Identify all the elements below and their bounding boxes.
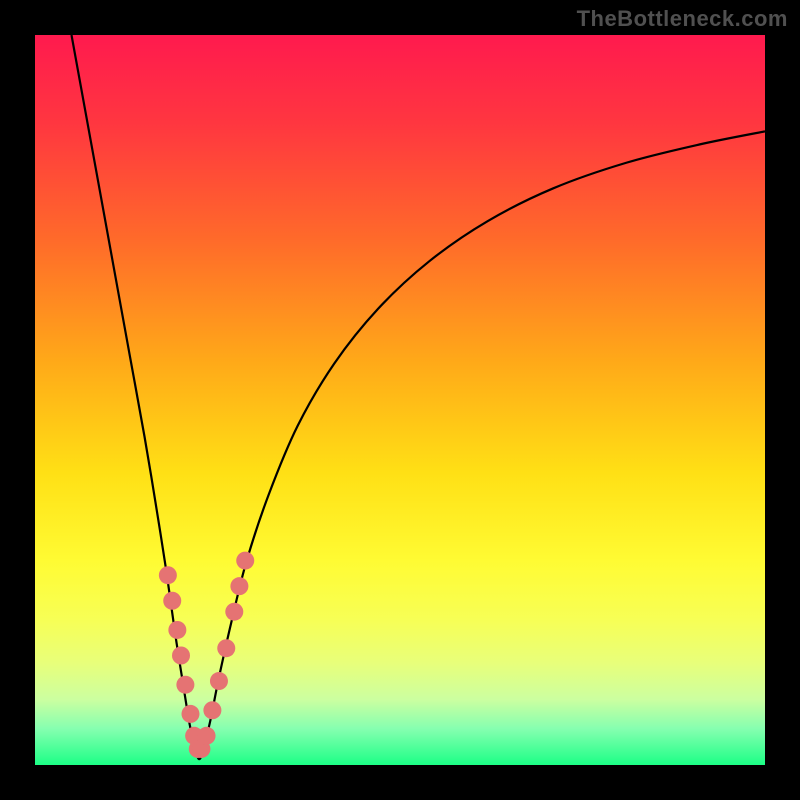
data-marker [203,701,221,719]
data-marker [168,621,186,639]
data-marker [163,592,181,610]
data-marker [172,647,190,665]
data-marker [159,566,177,584]
plot-background [35,35,765,765]
data-marker [225,603,243,621]
data-marker [217,639,235,657]
data-marker [236,552,254,570]
data-marker [181,705,199,723]
data-marker [210,672,228,690]
data-marker [230,577,248,595]
chart-svg [0,0,800,800]
data-marker [198,727,216,745]
data-marker [176,676,194,694]
chart-stage: TheBottleneck.com [0,0,800,800]
watermark-text: TheBottleneck.com [577,6,788,32]
